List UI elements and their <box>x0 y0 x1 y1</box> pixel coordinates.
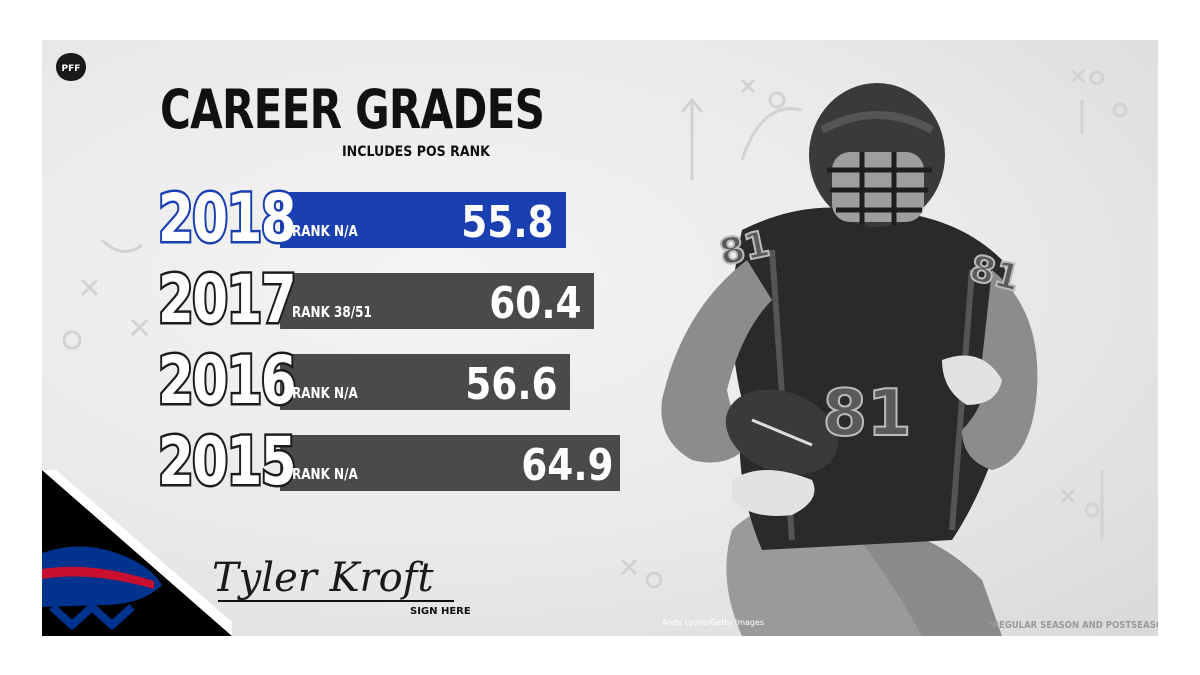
pff-logo: PFF <box>56 53 86 81</box>
grade-bar-2017 <box>280 273 594 329</box>
grade-rank-2018: RANK N/A <box>292 222 358 240</box>
jersey-number: 81 <box>822 377 911 451</box>
sign-here-label: SIGN HERE <box>410 606 471 617</box>
play-diagram-background <box>62 68 1128 589</box>
grade-year-2018: 2018 <box>156 180 298 257</box>
footnote: *REGULAR SEASON AND POSTSEASON <box>988 620 1158 631</box>
pff-logo-text: PFF <box>62 64 81 74</box>
grade-value-2016: 56.6 <box>465 359 558 410</box>
grade-value-2018: 55.8 <box>461 197 554 248</box>
grade-rank-2017: RANK 38/51 <box>292 303 372 321</box>
page-title: CAREER GRADES <box>160 78 545 141</box>
grade-rank-2015: RANK N/A <box>292 465 358 483</box>
signature: Tyler Kroft <box>212 555 434 601</box>
grade-value-2017: 60.4 <box>489 278 582 329</box>
player-photo: 81 81 81 <box>661 83 1038 636</box>
photo-credit: Andy Lyons/Getty Images <box>662 618 765 627</box>
grade-bar-2015 <box>280 435 620 491</box>
signature-line <box>218 600 454 602</box>
grade-year-2017: 2017 <box>156 261 298 338</box>
career-grades-graphic: PFF CAREER GRADES INCLUDES POS RANK 2018… <box>42 40 1158 636</box>
grade-year-2016: 2016 <box>156 342 298 419</box>
grade-bar-2016 <box>280 354 570 410</box>
team-logo-corner <box>42 470 232 636</box>
grade-year-2015: 2015 <box>156 423 298 500</box>
page-subtitle: INCLUDES POS RANK <box>342 144 490 160</box>
grade-value-2015: 64.9 <box>521 440 614 491</box>
grade-bar-2018 <box>280 192 566 248</box>
grade-rank-2016: RANK N/A <box>292 384 358 402</box>
